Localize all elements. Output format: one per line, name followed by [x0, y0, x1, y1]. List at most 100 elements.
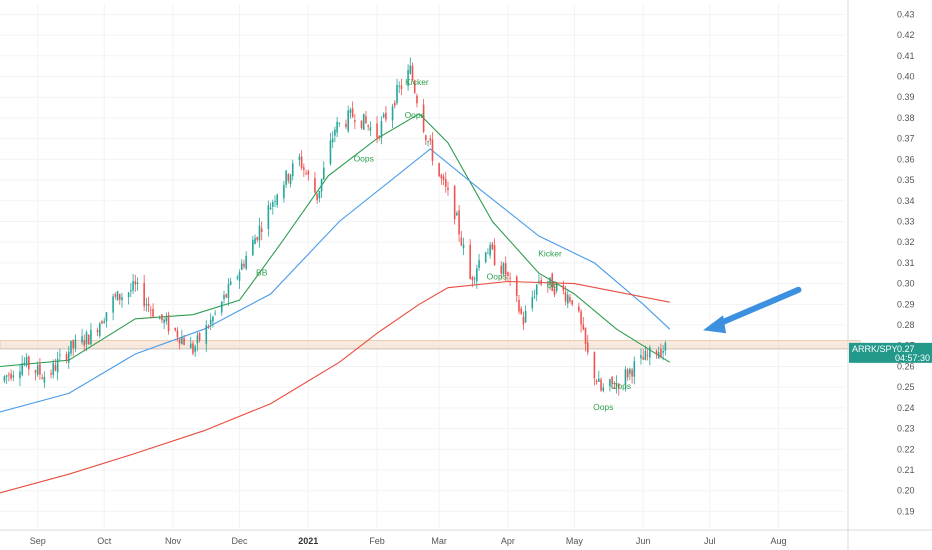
time-tick-label: Apr [501, 536, 515, 546]
candle-body [205, 325, 208, 344]
candle-body [150, 309, 152, 311]
candle-body [535, 284, 538, 295]
price-tick-label: 0.25 [897, 382, 915, 392]
last-value-label: 0.27 [897, 344, 915, 354]
price-tick-label: 0.23 [897, 424, 915, 434]
candle-body [271, 202, 274, 207]
candle-body [245, 255, 247, 269]
candle-body [649, 347, 651, 358]
candle-body [229, 281, 232, 285]
price-tick-label: 0.31 [897, 258, 915, 268]
candle-body [407, 69, 409, 87]
candle-body [99, 323, 101, 336]
candle-body [19, 371, 21, 379]
candle-body [509, 277, 511, 279]
candle-body [83, 340, 86, 346]
candle-body [145, 304, 148, 306]
candle-body [114, 294, 117, 297]
time-tick-label: Dec [232, 536, 249, 546]
arrow-shaft [710, 286, 802, 330]
price-tick-label: 0.34 [897, 196, 915, 206]
arrow-annotation [703, 286, 802, 334]
candle-body [657, 352, 660, 359]
candle-body [549, 277, 551, 284]
candle-body [644, 351, 647, 361]
candle-body [427, 141, 429, 143]
candle-body [438, 163, 440, 177]
candle-body [101, 321, 103, 324]
candle-body [422, 104, 425, 132]
candle-body [338, 122, 341, 124]
candle-body [633, 361, 636, 377]
candle-body [349, 109, 352, 113]
candle-body [584, 327, 587, 344]
candle-body [354, 120, 356, 122]
candle-body [152, 308, 154, 317]
price-tick-label: 0.32 [897, 237, 915, 247]
candle-body [504, 263, 507, 275]
price-tick-label: 0.35 [897, 175, 915, 185]
candle-body [307, 171, 310, 175]
price-tick-label: 0.21 [897, 465, 915, 475]
annotation-oops: Oops [354, 153, 374, 163]
candle-body [566, 294, 569, 304]
candle-body [207, 326, 210, 328]
candle-body [121, 297, 123, 301]
candle-body [460, 237, 463, 246]
candle-body [74, 339, 77, 349]
candle-body [593, 352, 596, 379]
candle-body [28, 356, 30, 370]
candle-body [43, 376, 46, 383]
candle-body [23, 362, 26, 364]
price-tick-label: 0.29 [897, 299, 915, 309]
candles [3, 57, 667, 396]
candle-body [615, 383, 618, 387]
candle-body [276, 194, 279, 206]
candle-body [256, 237, 259, 240]
candle-body [25, 356, 28, 366]
time-axis[interactable]: Sep Oct Nov Dec 2021 Feb Mar Apr May Jun Jul Aug [0, 529, 932, 546]
candle-body [609, 379, 611, 387]
candle-body [471, 276, 474, 281]
candle-body [578, 306, 580, 312]
time-tick-label: Nov [165, 536, 182, 546]
countdown-label: 04:57:30 [895, 353, 930, 363]
time-tick-label: 2021 [298, 536, 318, 546]
price-tick-label: 0.39 [897, 92, 915, 102]
price-tick-label: 0.33 [897, 216, 915, 226]
candle-body [484, 252, 487, 262]
price-tick-label: 0.40 [897, 71, 915, 81]
candle-body [476, 268, 478, 282]
candle-body [12, 375, 15, 378]
candle-body [165, 317, 168, 322]
candle-body [289, 174, 292, 184]
candle-body [223, 295, 225, 300]
candle-body [447, 187, 449, 190]
price-tick-label: 0.36 [897, 154, 915, 164]
candle-body [212, 316, 214, 322]
candle-body [487, 253, 489, 254]
candle-body [617, 383, 620, 389]
candle-body [555, 283, 558, 291]
candle-body [283, 185, 285, 199]
candle-body [376, 123, 378, 138]
candle-body [562, 285, 565, 291]
candle-body [103, 321, 106, 323]
candle-body [260, 228, 263, 232]
annotation-bb: BB [547, 280, 559, 290]
candle-body [385, 112, 387, 120]
candle-body [174, 328, 177, 331]
candle-body [10, 373, 12, 379]
candle-body [626, 369, 629, 378]
candle-body [112, 296, 114, 313]
time-tick-label: Aug [770, 536, 786, 546]
candle-body [413, 81, 416, 93]
price-axis[interactable]: 0.43 0.42 0.41 0.40 0.39 0.38 0.37 0.36 0.35 0.34… [847, 0, 915, 550]
candle-body [478, 260, 480, 268]
candle-body [409, 65, 412, 74]
candle-body [39, 364, 41, 375]
candle-body [167, 314, 170, 332]
candle-body [507, 272, 509, 277]
candle-body [569, 296, 571, 302]
